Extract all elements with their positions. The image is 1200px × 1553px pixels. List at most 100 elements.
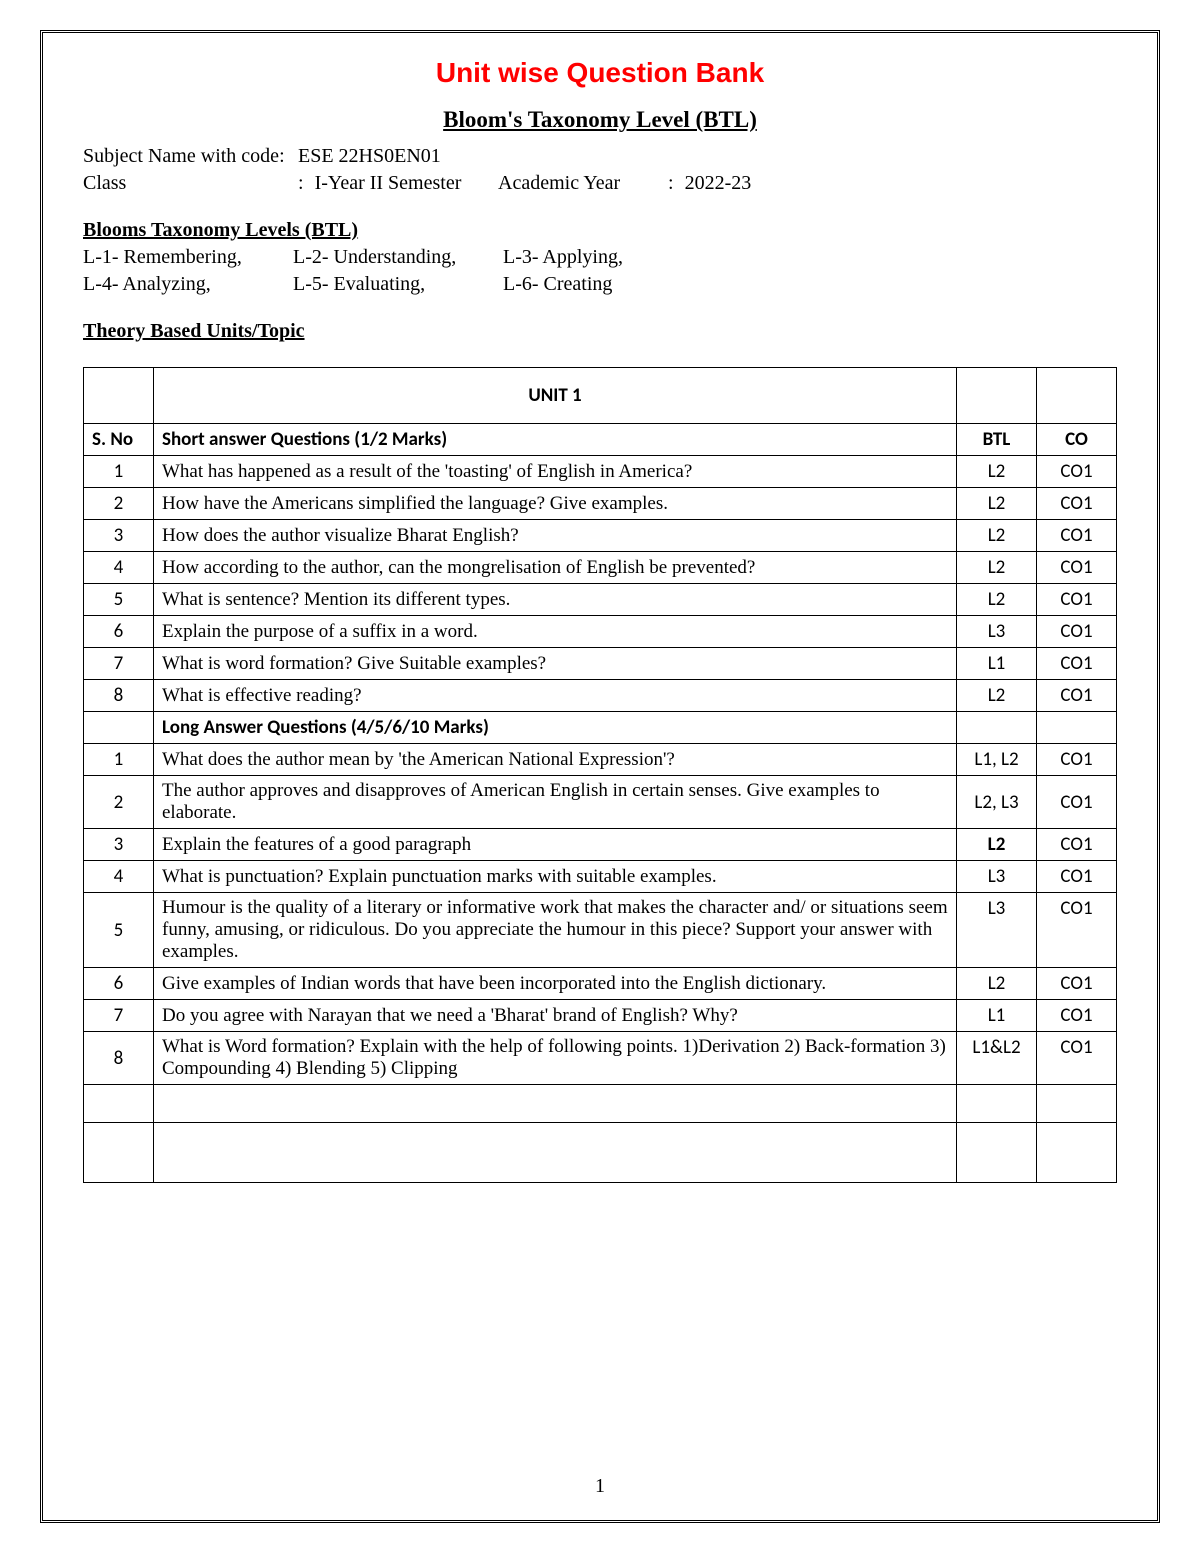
cell-question: How according to the author, can the mon… bbox=[154, 552, 957, 584]
cell-co: CO1 bbox=[1037, 1000, 1117, 1032]
cell-co: CO1 bbox=[1037, 648, 1117, 680]
cell-sno: 5 bbox=[84, 893, 154, 968]
page-number: 1 bbox=[43, 1475, 1157, 1498]
table-row: 2How have the Americans simplified the l… bbox=[84, 488, 1117, 520]
cell-btl: L2 bbox=[957, 520, 1037, 552]
cell-sno: 3 bbox=[84, 829, 154, 861]
table-row: 1What does the author mean by 'the Ameri… bbox=[84, 744, 1117, 776]
cell-co: CO1 bbox=[1037, 829, 1117, 861]
subject-label: Subject Name with code: bbox=[83, 143, 298, 170]
cell-co: CO1 bbox=[1037, 968, 1117, 1000]
long-header: Long Answer Questions (4/5/6/10 Marks) bbox=[154, 712, 957, 744]
cell-btl: L2 bbox=[957, 488, 1037, 520]
long-header-row: Long Answer Questions (4/5/6/10 Marks) bbox=[84, 712, 1117, 744]
cell-question: How does the author visualize Bharat Eng… bbox=[154, 520, 957, 552]
page: Unit wise Question Bank Bloom's Taxonomy… bbox=[0, 0, 1200, 1553]
hdr-question: Short answer Questions (1/2 Marks) bbox=[154, 424, 957, 456]
table-row: 3How does the author visualize Bharat En… bbox=[84, 520, 1117, 552]
cell-btl: L2 bbox=[957, 680, 1037, 712]
btl-l6: L-6- Creating bbox=[503, 271, 713, 298]
table-row: 1What has happened as a result of the 't… bbox=[84, 456, 1117, 488]
hdr-co: CO bbox=[1037, 424, 1117, 456]
cell-btl: L2 bbox=[957, 968, 1037, 1000]
cell-sno: 8 bbox=[84, 680, 154, 712]
question-table: UNIT 1 S. No Short answer Questions (1/2… bbox=[83, 367, 1117, 1183]
cell-btl: L2 bbox=[957, 456, 1037, 488]
btl-l5: L-5- Evaluating, bbox=[293, 271, 503, 298]
table-row: 4How according to the author, can the mo… bbox=[84, 552, 1117, 584]
cell-question: What has happened as a result of the 'to… bbox=[154, 456, 957, 488]
table-row: 6Give examples of Indian words that have… bbox=[84, 968, 1117, 1000]
table-row: 7What is word formation? Give Suitable e… bbox=[84, 648, 1117, 680]
cell-question: Do you agree with Narayan that we need a… bbox=[154, 1000, 957, 1032]
cell-btl: L1&L2 bbox=[957, 1032, 1037, 1085]
cell-sno: 5 bbox=[84, 584, 154, 616]
cell-co: CO1 bbox=[1037, 776, 1117, 829]
btl-l3: L-3- Applying, bbox=[503, 244, 713, 271]
cell-question: What is word formation? Give Suitable ex… bbox=[154, 648, 957, 680]
page-frame: Unit wise Question Bank Bloom's Taxonomy… bbox=[40, 30, 1160, 1523]
ay-value: 2022-23 bbox=[685, 172, 752, 194]
cell-btl: L1 bbox=[957, 648, 1037, 680]
cell-sno: 1 bbox=[84, 744, 154, 776]
cell-sno: 7 bbox=[84, 1000, 154, 1032]
cell-btl: L2, L3 bbox=[957, 776, 1037, 829]
cell-co: CO1 bbox=[1037, 456, 1117, 488]
cell-sno: 4 bbox=[84, 861, 154, 893]
cell-sno: 8 bbox=[84, 1032, 154, 1085]
cell-question: Humour is the quality of a literary or i… bbox=[154, 893, 957, 968]
class-label: Class bbox=[83, 170, 298, 197]
cell-btl: L1 bbox=[957, 1000, 1037, 1032]
cell-question: Explain the purpose of a suffix in a wor… bbox=[154, 616, 957, 648]
cell-co: CO1 bbox=[1037, 744, 1117, 776]
unit-title-row: UNIT 1 bbox=[84, 368, 1117, 424]
cell-question: What is punctuation? Explain punctuation… bbox=[154, 861, 957, 893]
btl-heading: Blooms Taxonomy Levels (BTL) bbox=[83, 219, 1117, 242]
table-row: 8What is effective reading?L2CO1 bbox=[84, 680, 1117, 712]
empty-row bbox=[84, 1085, 1117, 1123]
cell-question: What is Word formation? Explain with the… bbox=[154, 1032, 957, 1085]
cell-question: Give examples of Indian words that have … bbox=[154, 968, 957, 1000]
cell-btl: L3 bbox=[957, 893, 1037, 968]
cell-co: CO1 bbox=[1037, 680, 1117, 712]
table-row: 8What is Word formation? Explain with th… bbox=[84, 1032, 1117, 1085]
cell-co: CO1 bbox=[1037, 584, 1117, 616]
cell-sno: 2 bbox=[84, 776, 154, 829]
btl-l2: L-2- Understanding, bbox=[293, 244, 503, 271]
cell-co: CO1 bbox=[1037, 616, 1117, 648]
unit-title: UNIT 1 bbox=[154, 368, 957, 424]
cell-co: CO1 bbox=[1037, 1032, 1117, 1085]
btl-l1: L-1- Remembering, bbox=[83, 244, 293, 271]
cell-btl: L2 bbox=[957, 829, 1037, 861]
cell-co: CO1 bbox=[1037, 520, 1117, 552]
cell-question: How have the Americans simplified the la… bbox=[154, 488, 957, 520]
cell-question: The author approves and disapproves of A… bbox=[154, 776, 957, 829]
cell-sno: 6 bbox=[84, 616, 154, 648]
cell-co: CO1 bbox=[1037, 861, 1117, 893]
cell-sno: 2 bbox=[84, 488, 154, 520]
cell-sno: 6 bbox=[84, 968, 154, 1000]
meta-class-row: Class : I-Year II Semester Academic Year… bbox=[83, 170, 1117, 197]
table-row: 3Explain the features of a good paragrap… bbox=[84, 829, 1117, 861]
table-row: 4What is punctuation? Explain punctuatio… bbox=[84, 861, 1117, 893]
ay-label: Academic Year bbox=[498, 170, 668, 197]
table-row: 5What is sentence? Mention its different… bbox=[84, 584, 1117, 616]
cell-question: What is effective reading? bbox=[154, 680, 957, 712]
main-title: Unit wise Question Bank bbox=[83, 57, 1117, 89]
hdr-btl: BTL bbox=[957, 424, 1037, 456]
cell-sno: 4 bbox=[84, 552, 154, 584]
cell-sno: 3 bbox=[84, 520, 154, 552]
meta-subject-row: Subject Name with code: ESE 22HS0EN01 bbox=[83, 143, 1117, 170]
table-row: 7Do you agree with Narayan that we need … bbox=[84, 1000, 1117, 1032]
btl-l4: L-4- Analyzing, bbox=[83, 271, 293, 298]
cell-btl: L1, L2 bbox=[957, 744, 1037, 776]
table-row: 5Humour is the quality of a literary or … bbox=[84, 893, 1117, 968]
cell-co: CO1 bbox=[1037, 552, 1117, 584]
header-row: S. No Short answer Questions (1/2 Marks)… bbox=[84, 424, 1117, 456]
cell-question: Explain the features of a good paragraph bbox=[154, 829, 957, 861]
cell-question: What does the author mean by 'the Americ… bbox=[154, 744, 957, 776]
subject-value: ESE 22HS0EN01 bbox=[298, 143, 441, 170]
cell-sno: 7 bbox=[84, 648, 154, 680]
class-value: I-Year II Semester bbox=[315, 172, 462, 194]
btl-levels: L-1- Remembering, L-2- Understanding, L-… bbox=[83, 244, 1117, 298]
